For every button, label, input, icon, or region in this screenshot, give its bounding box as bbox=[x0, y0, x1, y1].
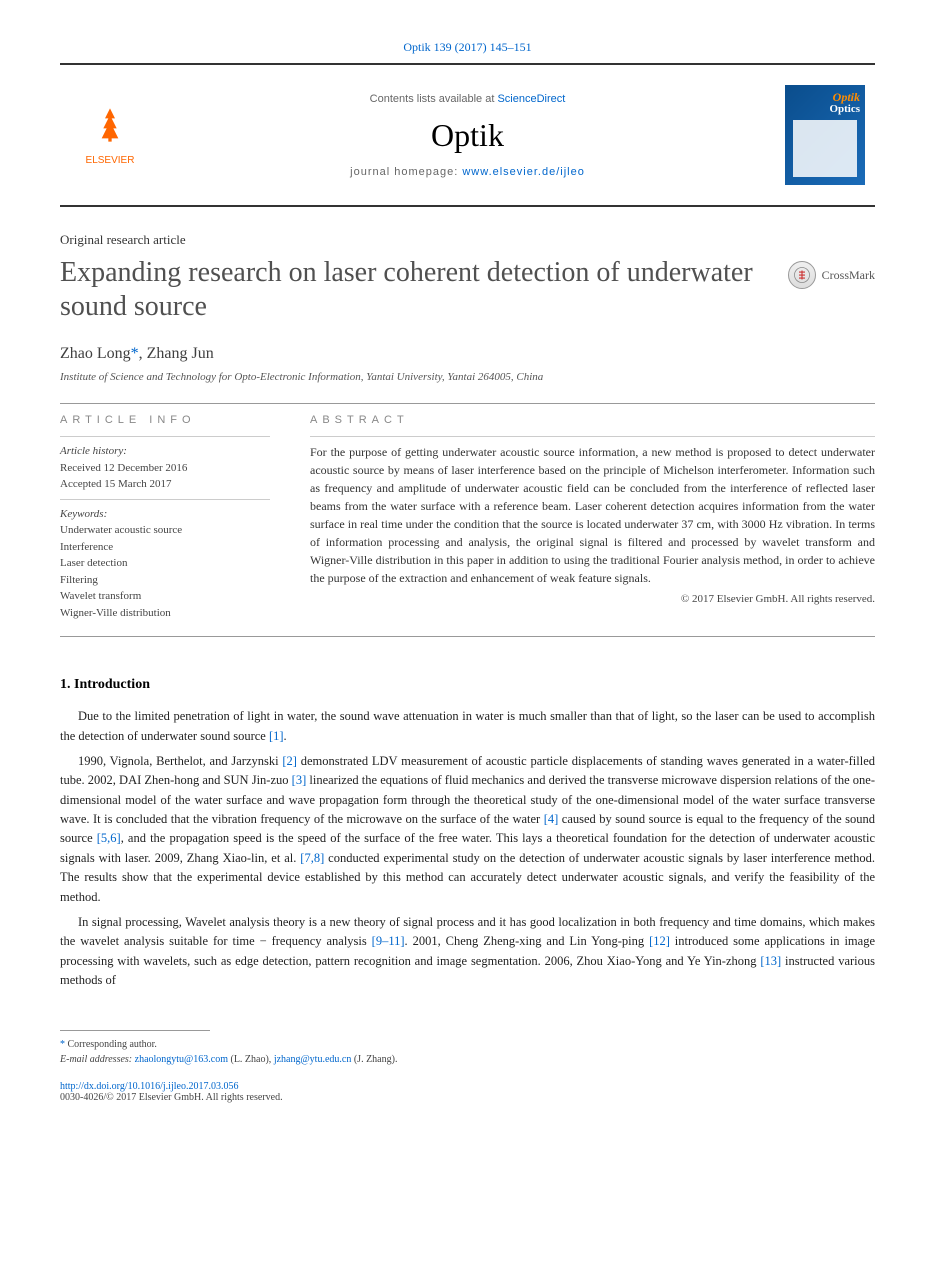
keyword-3: Filtering bbox=[60, 572, 270, 589]
para-2: 1990, Vignola, Berthelot, and Jarzynski … bbox=[60, 752, 875, 907]
ref-4[interactable]: [4] bbox=[544, 812, 559, 826]
article-info-heading: ARTICLE INFO bbox=[60, 414, 270, 426]
ref-5-6[interactable]: [5,6] bbox=[97, 831, 121, 845]
citation-header: Optik 139 (2017) 145–151 bbox=[60, 40, 875, 55]
crossmark-label: CrossMark bbox=[822, 268, 875, 283]
email-2-owner: (J. Zhang). bbox=[351, 1054, 397, 1065]
corr-author-note: * Corresponding author. bbox=[60, 1037, 875, 1052]
info-divider-1 bbox=[60, 436, 270, 437]
authors-line: Zhao Long*, Zhang Jun bbox=[60, 345, 875, 363]
info-abstract-row: ARTICLE INFO Article history: Received 1… bbox=[60, 414, 875, 621]
footnote-separator bbox=[60, 1030, 210, 1031]
corr-label: Corresponding author. bbox=[68, 1039, 157, 1050]
cover-sub: Optics bbox=[829, 103, 860, 115]
ref-3[interactable]: [3] bbox=[292, 773, 307, 787]
affiliation: Institute of Science and Technology for … bbox=[60, 371, 875, 383]
divider-above-abstract bbox=[60, 403, 875, 404]
homepage-link[interactable]: www.elsevier.de/ijleo bbox=[462, 166, 585, 178]
doi-value: 10.1016/j.ijleo.2017.03.056 bbox=[128, 1081, 239, 1092]
keywords-label: Keywords: bbox=[60, 506, 270, 523]
keyword-4: Wavelet transform bbox=[60, 588, 270, 605]
corresponding-author-mark[interactable]: * bbox=[131, 345, 139, 362]
homepage-line: journal homepage: www.elsevier.de/ijleo bbox=[150, 166, 785, 178]
cover-inner bbox=[793, 120, 857, 177]
keyword-5: Wigner-Ville distribution bbox=[60, 605, 270, 622]
crossmark-icon bbox=[788, 261, 816, 289]
article-info-column: ARTICLE INFO Article history: Received 1… bbox=[60, 414, 270, 621]
p1-a: Due to the limited penetration of light … bbox=[60, 709, 875, 742]
p3-b: . 2001, Cheng Zheng-xing and Lin Yong-pi… bbox=[405, 934, 650, 948]
keyword-0: Underwater acoustic source bbox=[60, 522, 270, 539]
email-2[interactable]: jzhang@ytu.edu.cn bbox=[274, 1054, 352, 1065]
issn-copyright: 0030-4026/© 2017 Elsevier GmbH. All righ… bbox=[60, 1092, 875, 1103]
elsevier-tree-icon bbox=[90, 116, 130, 152]
divider-below-abstract bbox=[60, 636, 875, 637]
doi-prefix: http://dx.doi.org/ bbox=[60, 1081, 128, 1092]
sciencedirect-link[interactable]: ScienceDirect bbox=[497, 93, 565, 105]
email-1[interactable]: zhaolongytu@163.com bbox=[135, 1054, 228, 1065]
journal-header: ELSEVIER Contents lists available at Sci… bbox=[60, 65, 875, 205]
ref-1[interactable]: [1] bbox=[269, 729, 284, 743]
ref-2[interactable]: [2] bbox=[282, 754, 297, 768]
abstract-column: ABSTRACT For the purpose of getting unde… bbox=[310, 414, 875, 621]
email-1-owner: (L. Zhao), bbox=[228, 1054, 274, 1065]
abstract-copyright: © 2017 Elsevier GmbH. All rights reserve… bbox=[310, 593, 875, 605]
author-1: Zhao Long bbox=[60, 345, 131, 362]
ref-12[interactable]: [12] bbox=[649, 934, 670, 948]
accepted-date: Accepted 15 March 2017 bbox=[60, 476, 270, 493]
received-date: Received 12 December 2016 bbox=[60, 460, 270, 477]
history-label: Article history: bbox=[60, 443, 270, 460]
article-type: Original research article bbox=[60, 232, 875, 248]
para-1: Due to the limited penetration of light … bbox=[60, 707, 875, 746]
citation-link[interactable]: Optik 139 (2017) 145–151 bbox=[403, 40, 531, 54]
ref-13[interactable]: [13] bbox=[760, 954, 781, 968]
journal-cover-thumb[interactable]: Optik Optics bbox=[785, 85, 865, 185]
doi-link[interactable]: http://dx.doi.org/10.1016/j.ijleo.2017.0… bbox=[60, 1081, 238, 1092]
article-history: Article history: Received 12 December 20… bbox=[60, 443, 270, 493]
journal-title: Optik bbox=[150, 117, 785, 154]
crossmark-badge[interactable]: CrossMark bbox=[788, 261, 875, 289]
contents-list-line: Contents lists available at ScienceDirec… bbox=[150, 93, 785, 105]
author-sep: , bbox=[139, 345, 147, 362]
abstract-divider bbox=[310, 436, 875, 437]
keyword-2: Laser detection bbox=[60, 555, 270, 572]
para-3: In signal processing, Wavelet analysis t… bbox=[60, 913, 875, 991]
email-line: E-mail addresses: zhaolongytu@163.com (L… bbox=[60, 1052, 875, 1067]
footnote-block: * Corresponding author. E-mail addresses… bbox=[60, 1037, 875, 1067]
abstract-text: For the purpose of getting underwater ac… bbox=[310, 443, 875, 587]
section-1-heading: 1. Introduction bbox=[60, 677, 875, 693]
author-2: Zhang Jun bbox=[147, 345, 214, 362]
header-center: Contents lists available at ScienceDirec… bbox=[150, 93, 785, 178]
homepage-prefix: journal homepage: bbox=[350, 166, 462, 178]
doi-line: http://dx.doi.org/10.1016/j.ijleo.2017.0… bbox=[60, 1081, 875, 1092]
ref-7-8[interactable]: [7,8] bbox=[300, 851, 324, 865]
p1-b: . bbox=[284, 729, 287, 743]
elsevier-logo[interactable]: ELSEVIER bbox=[70, 105, 150, 166]
body-text: Due to the limited penetration of light … bbox=[60, 707, 875, 990]
divider-below-header bbox=[60, 205, 875, 207]
email-label: E-mail addresses: bbox=[60, 1054, 132, 1065]
abstract-heading: ABSTRACT bbox=[310, 414, 875, 426]
info-divider-2 bbox=[60, 499, 270, 500]
ref-9-11[interactable]: [9–11] bbox=[372, 934, 405, 948]
elsevier-name: ELSEVIER bbox=[70, 155, 150, 166]
keyword-1: Interference bbox=[60, 539, 270, 556]
keywords-block: Keywords: Underwater acoustic source Int… bbox=[60, 506, 270, 622]
contents-prefix: Contents lists available at bbox=[370, 93, 498, 105]
p2-a: 1990, Vignola, Berthelot, and Jarzynski bbox=[78, 754, 282, 768]
article-title: Expanding research on laser coherent det… bbox=[60, 256, 768, 323]
title-row: Expanding research on laser coherent det… bbox=[60, 256, 875, 323]
